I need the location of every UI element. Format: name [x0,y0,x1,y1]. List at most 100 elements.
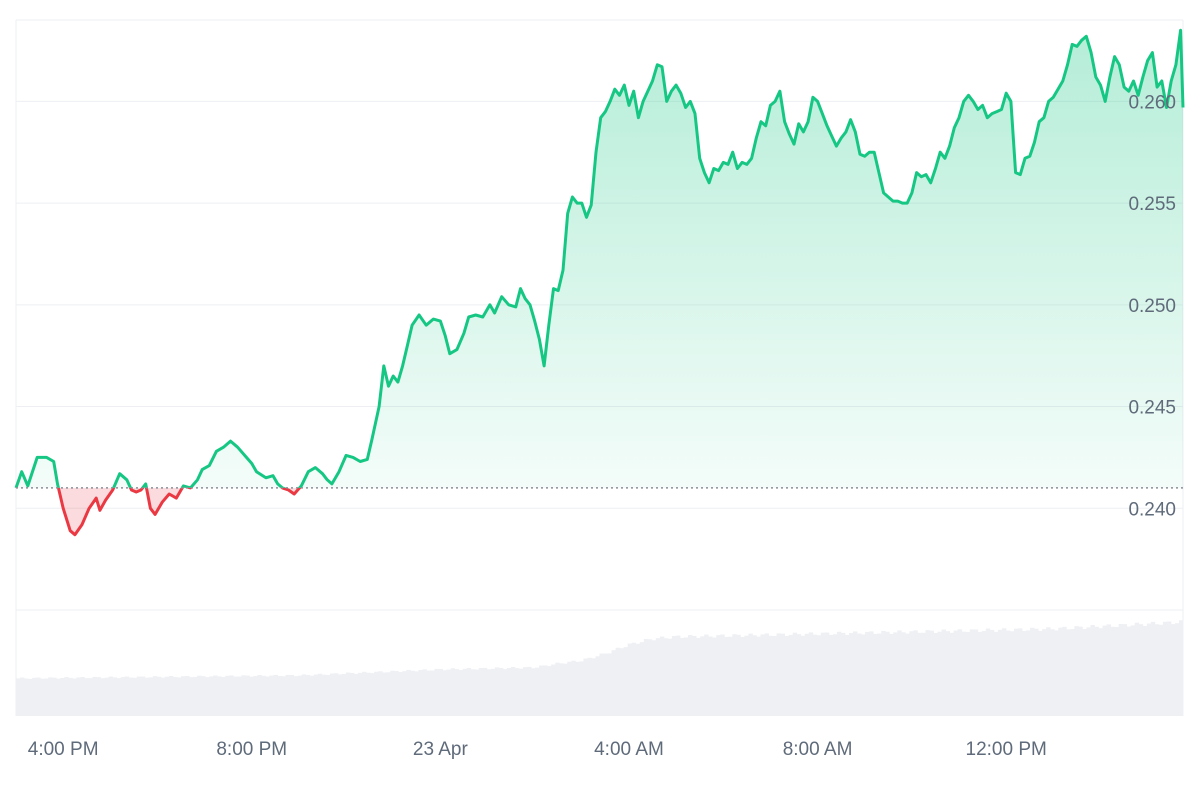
volume-bar [1106,624,1111,716]
volume-bar [470,669,476,716]
volume-bar [498,668,504,716]
volume-bar [547,666,552,716]
volume-bar [132,677,138,716]
volume-bar [1166,621,1172,716]
volume-bar [1018,628,1023,716]
volume-bar [104,677,109,716]
volume-bar [136,676,142,716]
volume-bar [897,630,902,716]
volume-bar [595,656,600,716]
volume-bar [615,647,621,716]
volume-bar [1026,630,1031,716]
volume-bar [209,676,214,716]
volume-bar [945,631,950,716]
volume-bar [168,675,174,716]
volume-bar [861,634,866,716]
volume-bar [378,671,383,716]
volume-bar [591,658,596,716]
volume-bar [1009,631,1015,716]
volume-bar [80,677,85,716]
volume-bar [893,632,898,716]
volume-bar [756,636,761,716]
volume-bar [583,658,588,716]
x-tick-label: 23 Apr [413,739,469,760]
volume-bar [144,677,150,716]
volume-bar [44,678,49,716]
volume-bar [241,675,246,716]
volume-bar [273,674,278,716]
volume-bar [478,667,484,716]
volume-bar [180,676,186,716]
volume-bar [32,677,37,716]
volume-bar [176,677,182,716]
volume-bar [414,671,419,716]
volume-bar [1034,628,1039,716]
volume-bar [253,676,258,716]
volume-bar [406,669,411,716]
volume-bar [969,629,975,716]
volume-bar [1013,628,1019,716]
volume-bar [732,634,737,716]
volume-bar [221,676,226,716]
volume-bar [1054,630,1059,716]
volume-bar [189,677,194,716]
volume-bar [804,633,810,716]
volume-bar [981,631,987,716]
volume-bar [736,634,741,716]
volume-bar [599,653,604,716]
volume-bar [24,678,29,716]
volume-bar [156,676,162,716]
volume-bar [567,661,572,716]
volume-bar [92,676,97,716]
volume-bar [965,632,971,716]
volume-bar [197,675,202,716]
volume-bar [1170,624,1176,716]
volume-bar [172,676,178,716]
price-area-up [16,30,1183,488]
volume-bar [692,635,697,716]
volume-bar [422,669,427,716]
volume-bar [152,676,158,716]
volume-bar [881,630,886,716]
volume-bar [128,677,134,716]
volume-bar [68,677,73,716]
volume-bar [1098,628,1103,716]
volume-bar [28,678,33,716]
volume-bar [398,672,403,716]
volume-bar [840,632,846,716]
volume-bar [949,632,955,716]
volume-bar [848,633,854,716]
x-tick-label: 12:00 PM [966,739,1047,760]
volume-bar [820,632,826,716]
volume-bar [889,633,894,716]
volume-bar [619,648,625,716]
volume-bar [1066,629,1071,716]
volume-bar [700,636,705,716]
volume-bar [474,669,480,716]
volume-bar [724,636,729,716]
volume-bar [740,636,745,716]
volume-bar [337,674,343,716]
volume-bar [1094,626,1099,716]
volume-bar [977,631,983,716]
volume-bar [1126,626,1132,716]
volume-bar [358,672,363,716]
volume-bar [345,672,351,716]
volume-bar [362,671,367,716]
volume-bar [684,637,689,716]
volume-bar [333,673,339,716]
volume-bar [760,634,765,716]
volume-bar [1078,626,1083,716]
volume-bar [832,634,838,716]
volume-bar [639,642,645,716]
volume-bar [651,640,657,716]
volume-bar [792,632,798,716]
volume-bar [667,638,673,716]
volume-bar [1114,626,1120,716]
volume-bar [768,635,773,716]
price-area [16,30,1183,535]
volume-bar [941,629,946,716]
y-axis: 0.240 0.245 0.250 0.255 0.260 [1128,92,1176,520]
volume-bar [329,673,335,716]
volume-bar [1038,630,1043,716]
